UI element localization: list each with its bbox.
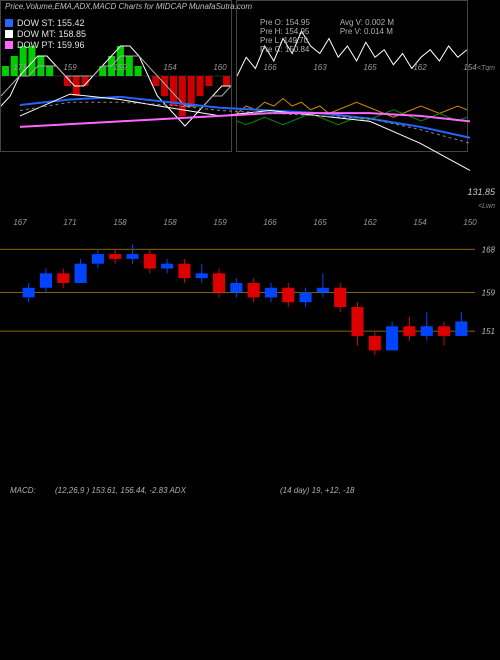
legend-swatch	[5, 41, 13, 49]
ohlc-info: Pre O: 154.95Pre H: 154.95Pre L: 149.70P…	[260, 18, 394, 54]
svg-text:165: 165	[313, 218, 327, 227]
svg-text:131.85: 131.85	[467, 187, 496, 197]
svg-text:165: 165	[363, 63, 377, 72]
svg-text:171: 171	[63, 218, 76, 227]
chart-title: Price,Volume,EMA,ADX,MACD Charts for MID…	[5, 2, 495, 11]
legend-swatch	[5, 30, 13, 38]
legend-item: DOW PT: 159.96	[5, 40, 86, 50]
legend-item: DOW ST: 155.42	[5, 18, 86, 28]
macd-params: (12,26,9 ) 153.61, 156.44, -2.83 ADX	[55, 486, 186, 495]
svg-text:162: 162	[363, 218, 377, 227]
macd-label: MACD:	[10, 486, 36, 495]
svg-text:159: 159	[63, 63, 77, 72]
legend-item: DOW MT: 158.85	[5, 29, 86, 39]
legend-swatch	[5, 19, 13, 27]
candlestick-chart: 167 171 158 158 159 166 165 162 154 150 168 159 151	[0, 215, 500, 365]
svg-text:171: 171	[13, 63, 26, 72]
svg-text:<Tqm: <Tqm	[477, 65, 495, 72]
svg-text:<Lwn: <Lwn	[478, 203, 495, 210]
svg-text:166: 166	[263, 63, 277, 72]
svg-text:158: 158	[113, 218, 127, 227]
svg-text:163: 163	[313, 63, 327, 72]
svg-text:167: 167	[13, 218, 27, 227]
svg-text:166: 166	[263, 218, 277, 227]
ema-chart: 171159159154160166163165162154<Tqm<Lwn13…	[0, 60, 500, 210]
svg-text:162: 162	[413, 63, 427, 72]
legend-label: DOW MT: 158.85	[17, 29, 86, 39]
svg-text:154: 154	[413, 218, 427, 227]
legend-label: DOW ST: 155.42	[17, 18, 85, 28]
svg-text:158: 158	[163, 218, 177, 227]
legend-box: DOW ST: 155.42DOW MT: 158.85DOW PT: 159.…	[5, 18, 86, 51]
svg-text:168: 168	[482, 245, 496, 254]
svg-text:154: 154	[463, 63, 477, 72]
svg-text:159: 159	[482, 289, 496, 298]
legend-label: DOW PT: 159.96	[17, 40, 85, 50]
svg-text:159: 159	[213, 218, 227, 227]
svg-text:159: 159	[113, 63, 127, 72]
svg-text:160: 160	[213, 63, 227, 72]
adx-params: (14 day) 19, +12, -18	[280, 486, 355, 495]
svg-text:150: 150	[463, 218, 477, 227]
svg-text:154: 154	[163, 63, 177, 72]
svg-text:151: 151	[482, 327, 495, 336]
